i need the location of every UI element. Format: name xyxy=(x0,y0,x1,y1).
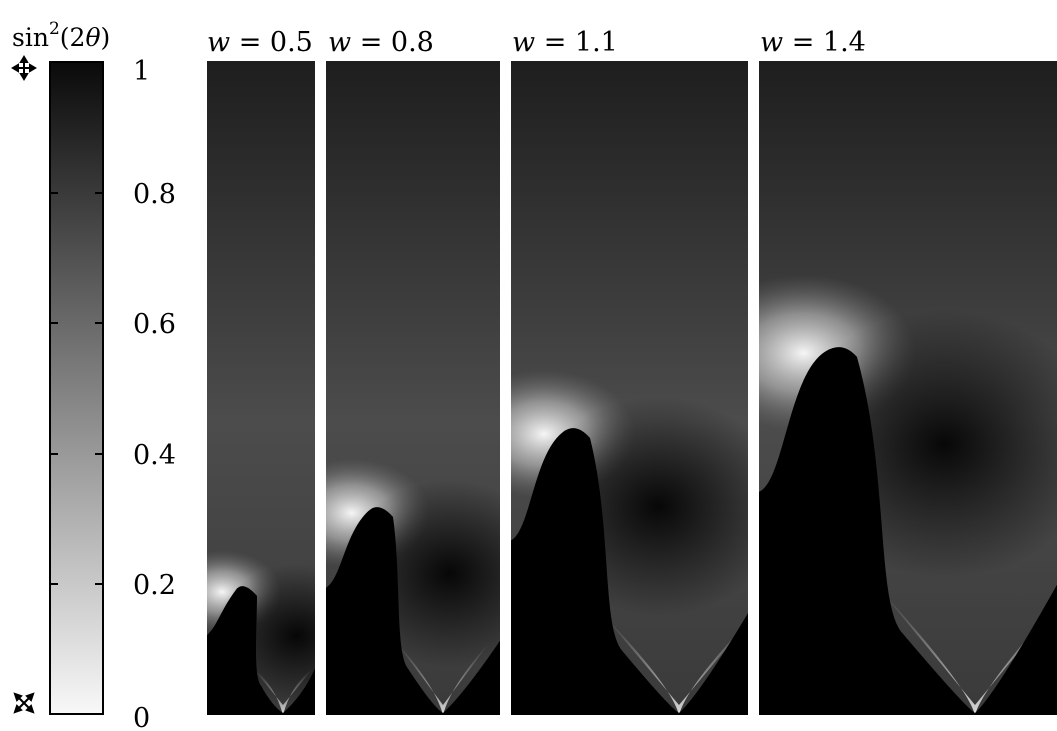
simulation-panel xyxy=(207,61,315,715)
colorbar-tick-label: 0.4 xyxy=(133,440,176,471)
panel-title: w = 1.1 xyxy=(512,27,618,58)
colorbar-tick-label: 0.2 xyxy=(133,570,176,601)
nematic-domain xyxy=(326,507,500,715)
nematic-domain xyxy=(207,586,315,715)
colorbar-tick-label: 1 xyxy=(133,56,150,87)
colorbar-tick-label: 0 xyxy=(133,703,150,731)
colorbar-tick-marks xyxy=(50,192,103,585)
colorbar-tick-label: 0.6 xyxy=(133,309,176,340)
simulation-panel xyxy=(326,61,500,715)
colorbar-gradient xyxy=(49,61,104,715)
panel-title: w = 1.4 xyxy=(760,27,866,58)
simulation-panel xyxy=(511,61,748,715)
nematic-domain xyxy=(759,347,1057,715)
colorbar: sin2(2θ) 1 0.8 0.6 0.4 0.2 0 xyxy=(11,19,176,731)
panel-title: w = 0.5 xyxy=(207,27,313,58)
nematic-domain xyxy=(511,428,748,715)
colorbar-label: sin2(2θ) xyxy=(12,19,110,52)
crossed-polarizers-diagonal-icon xyxy=(13,692,35,714)
panels xyxy=(207,61,1057,715)
v-glow xyxy=(253,668,313,715)
panel-title: w = 0.8 xyxy=(328,27,434,58)
colorbar-tick-label: 0.8 xyxy=(133,179,176,210)
simulation-panel xyxy=(759,61,1057,715)
crossed-polarizers-parallel-icon xyxy=(11,55,37,81)
